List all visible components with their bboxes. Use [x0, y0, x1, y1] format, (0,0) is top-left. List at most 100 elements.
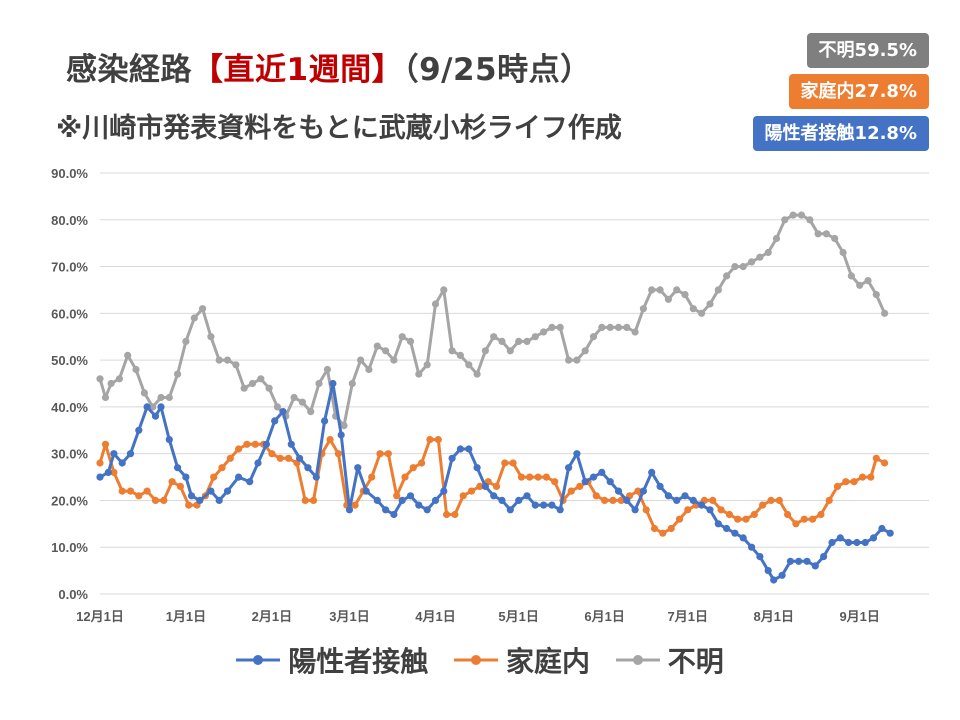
data-point	[481, 347, 489, 355]
data-point	[434, 436, 442, 444]
data-point	[609, 496, 617, 504]
data-point	[382, 506, 390, 514]
data-point	[365, 365, 373, 374]
data-point	[872, 454, 880, 462]
data-point	[576, 482, 584, 490]
data-point	[243, 440, 251, 448]
data-point	[639, 487, 648, 495]
data-point	[287, 440, 295, 448]
data-point	[96, 375, 104, 383]
page-title: 感染経路【直近1週間】（9/25時点）	[66, 44, 592, 89]
data-point	[490, 333, 498, 341]
data-point	[132, 365, 140, 374]
page-subtitle: ※川崎市発表資料をもとに武蔵小杉ライフ作成	[56, 113, 622, 144]
data-point	[151, 412, 160, 420]
data-point	[786, 557, 795, 565]
badge-contact-label: 陽性者接触12.8%	[764, 123, 917, 144]
data-point	[592, 492, 600, 500]
data-point	[814, 230, 822, 238]
data-point	[257, 375, 265, 383]
data-point	[523, 337, 531, 345]
data-point	[190, 314, 198, 322]
data-point	[323, 365, 331, 374]
data-point	[423, 361, 431, 369]
data-point	[207, 487, 215, 495]
data-point	[215, 496, 223, 504]
data-point	[667, 524, 675, 533]
data-point	[789, 211, 797, 219]
data-point	[673, 286, 681, 294]
data-point	[218, 464, 226, 472]
data-point	[440, 286, 448, 294]
data-point	[304, 464, 312, 472]
data-point	[534, 473, 542, 481]
data-point	[725, 510, 734, 519]
data-point	[581, 347, 589, 355]
data-point	[357, 356, 365, 364]
data-point	[659, 529, 667, 537]
series-line	[99, 382, 891, 582]
data-point	[800, 515, 808, 523]
data-point	[473, 464, 481, 472]
data-point	[734, 515, 742, 523]
data-point	[739, 534, 747, 542]
data-point	[118, 487, 126, 495]
data-point	[165, 393, 173, 402]
data-point	[118, 459, 126, 467]
data-point	[240, 384, 248, 392]
data-point	[858, 473, 867, 481]
data-point	[881, 459, 889, 467]
data-point	[165, 436, 173, 444]
data-point	[581, 478, 589, 486]
data-point	[199, 305, 207, 313]
title-prefix: 感染経路	[66, 52, 192, 88]
x-tick-label: 5月1日	[498, 609, 538, 624]
data-point	[556, 506, 564, 514]
x-tick-label: 1月1日	[166, 609, 206, 624]
title-suffix: （9/25時点）	[403, 52, 592, 88]
data-point	[498, 337, 506, 345]
data-point	[290, 393, 298, 402]
data-point	[506, 347, 514, 355]
x-tick-label: 12月1日	[76, 609, 124, 624]
series-2	[96, 211, 889, 430]
data-point	[864, 277, 872, 285]
data-point	[185, 501, 193, 509]
data-point	[415, 370, 423, 378]
data-point	[828, 538, 836, 547]
series-line	[98, 213, 886, 428]
data-point	[817, 510, 825, 519]
data-point	[431, 496, 440, 504]
x-tick-label: 9月1日	[839, 609, 879, 624]
data-point	[567, 487, 575, 495]
data-point	[598, 468, 606, 476]
data-point	[235, 445, 243, 453]
data-point	[573, 450, 581, 458]
data-point	[886, 529, 894, 537]
data-point	[456, 445, 464, 453]
data-point	[262, 440, 270, 448]
data-point	[648, 286, 656, 294]
data-point	[684, 506, 692, 514]
data-point	[656, 286, 664, 294]
data-point	[772, 234, 781, 243]
data-point	[373, 496, 381, 504]
data-point	[151, 496, 160, 504]
data-point	[401, 473, 409, 481]
data-point	[764, 248, 772, 257]
data-point	[767, 496, 775, 504]
data-point	[251, 440, 259, 448]
data-point	[845, 538, 853, 547]
data-point	[756, 553, 764, 561]
data-point	[770, 576, 778, 584]
data-point	[822, 230, 831, 238]
data-point	[398, 333, 406, 341]
y-tick-label: 0.0%	[58, 587, 88, 602]
legend-item-unknown: 不明	[615, 640, 724, 680]
data-point	[623, 496, 631, 504]
badge-household: 家庭内27.8%	[788, 74, 929, 109]
data-point	[140, 389, 148, 397]
y-axis-ticks: 0.0% 10.0% 20.0% 30.0% 40.0% 50.0% 60.0% 70.0% 8…	[51, 166, 88, 602]
data-point	[296, 454, 304, 462]
